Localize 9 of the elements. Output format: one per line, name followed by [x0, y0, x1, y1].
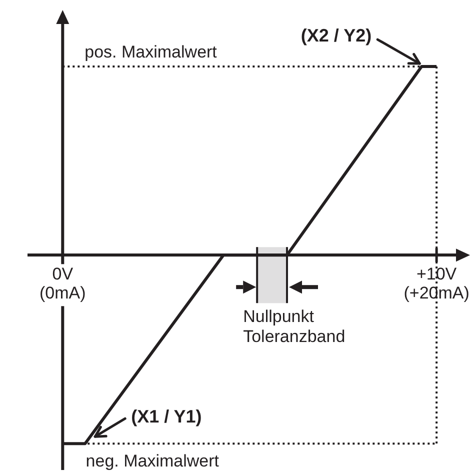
annotation: (X1 / Y1): [131, 406, 202, 427]
x2-tick-label: (0mA): [40, 283, 86, 302]
x-tick-label: +10V: [416, 264, 458, 284]
annotation: neg. Maximalwert: [86, 452, 220, 471]
x2-tick-label: (+20mA): [404, 283, 470, 302]
annotation: Nullpunkt Toleranzband: [243, 307, 346, 346]
x-tick-label: 0V: [52, 264, 74, 284]
ref-line-label: pos. Maximalwert: [84, 42, 218, 62]
annotation: (X2 / Y2): [300, 26, 372, 46]
